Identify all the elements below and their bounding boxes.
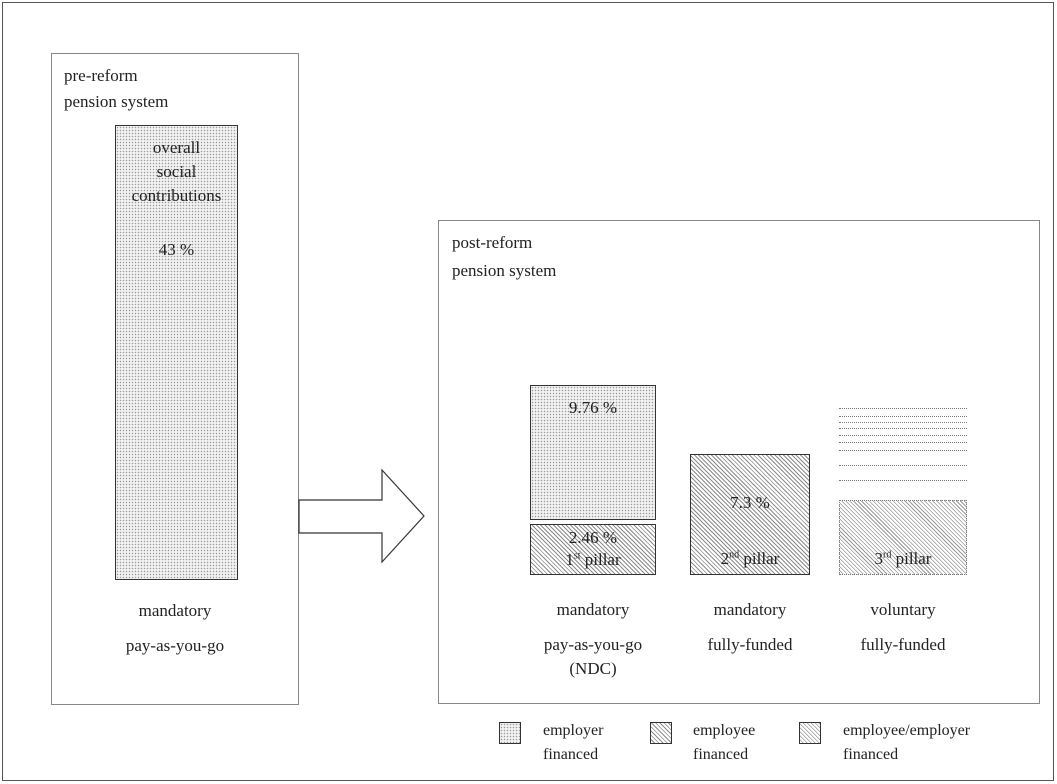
dotted-line [839, 450, 967, 451]
pillar3-voluntary-lines [839, 408, 967, 488]
pillar3-label-sup: rd [883, 549, 892, 561]
post-reform-panel: post-reform pension system 9.76 % 2.46 %… [438, 220, 1040, 704]
pillar1-employer-value: 9.76 % [568, 398, 618, 417]
overall-contributions-bar: overall social contributions 43 % [115, 125, 238, 580]
pillar2-label-sup: nd [729, 549, 740, 561]
pillar2-employee-bar: 7.3 % 2nd pillar [690, 454, 810, 575]
pillar2-label-num: 2 [720, 549, 730, 568]
reform-arrow-icon [298, 468, 425, 564]
pre-type-line2: pay-as-you-go [125, 636, 225, 655]
pillar3-mixed-bar: 3rd pillar [839, 500, 967, 575]
pillar1-label-sup: st [573, 550, 581, 562]
dotted-line [839, 408, 967, 409]
pillar2-label-word: pillar [739, 549, 780, 568]
pillar1-label-num: 1 [565, 550, 574, 569]
pillar1-label-word: pillar [580, 550, 621, 569]
pre-reform-panel: pre-reform pension system overall social… [51, 53, 299, 705]
pillar3-label-word: pillar [891, 549, 932, 568]
pillar3-type-line2: fully-funded [860, 635, 946, 654]
pillar1-type-line3: (NDC) [569, 659, 617, 678]
bar-value: 43 % [158, 240, 195, 259]
bar-label-line1: overall [152, 138, 201, 157]
pillar2-label: 2nd pillar [691, 547, 809, 571]
pillar3-label: 3rd pillar [840, 547, 966, 571]
pillar1-employee-value: 2.46 % [568, 528, 618, 547]
pillar3-label-num: 3 [874, 549, 884, 568]
dotted-line [839, 465, 967, 466]
bar-label-line2: social [156, 162, 197, 181]
dotted-line [839, 442, 967, 443]
pillar1-employer-bar: 9.76 % [530, 385, 656, 520]
pillar2-type-line1: mandatory [713, 600, 787, 619]
dotted-line [839, 416, 967, 417]
bar-label-line3: contributions [131, 186, 222, 205]
post-reform-title-line2: pension system [452, 261, 557, 280]
post-reform-title-line1: post-reform [452, 233, 533, 252]
pillar1-type-line2: pay-as-you-go [543, 635, 643, 654]
dotted-line [839, 422, 967, 423]
pillar2-value: 7.3 % [730, 493, 770, 512]
pre-reform-title-line2: pension system [64, 92, 169, 111]
dotted-line [839, 428, 967, 429]
pillar1-label: 1st pillar [531, 548, 655, 572]
dotted-line [839, 480, 967, 481]
pillar1-type-line1: mandatory [556, 600, 630, 619]
pre-type-line1: mandatory [138, 601, 212, 620]
pre-reform-title-line1: pre-reform [64, 66, 138, 85]
pillar3-type-line1: voluntary [870, 600, 936, 619]
pillar1-employee-bar: 2.46 % 1st pillar [530, 524, 656, 575]
pillar2-type-line2: fully-funded [707, 635, 793, 654]
dotted-line [839, 435, 967, 436]
